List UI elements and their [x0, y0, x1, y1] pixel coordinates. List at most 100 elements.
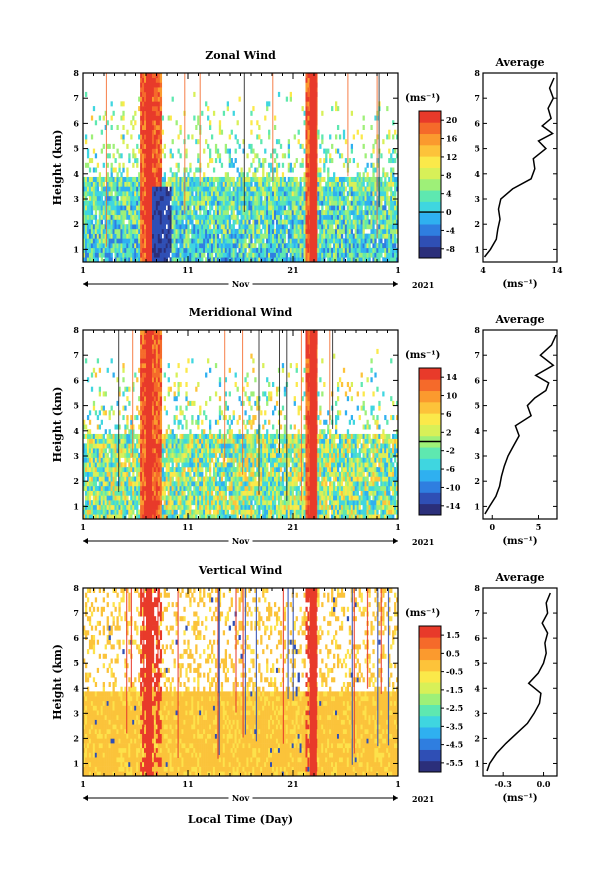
average-y-tick-label: 7: [474, 93, 480, 103]
y-tick-label: 2: [73, 476, 79, 486]
average-y-tick-label: 4: [474, 683, 480, 693]
average-profile: Average 1 2 3 4 5 6 7 8 0 5 (ms⁻¹): [474, 313, 558, 547]
year-label: 2021: [412, 280, 434, 290]
month-label: Nov: [232, 793, 250, 803]
average-line: [483, 77, 555, 258]
x-tick-label: 21: [287, 265, 298, 275]
y-tick-label: 8: [73, 325, 79, 335]
average-y-tick-label: 3: [474, 194, 480, 204]
average-y-tick-label: 7: [474, 350, 480, 360]
colorbar: 14 10 6 2 -2 -6 -10 -14: [418, 367, 461, 516]
colorbar-tick-label: 12: [446, 152, 457, 162]
colorbar-tick-label: 10: [446, 391, 458, 401]
colorbar-unit: (ms⁻¹): [405, 608, 440, 619]
average-y-tick-label: 6: [474, 375, 480, 385]
average-y-tick-label: 8: [474, 325, 480, 335]
colorbar-unit: (ms⁻¹): [405, 93, 440, 104]
average-profile: Average 1 2 3 4 5 6 7 8 -0.3 0.0(ms⁻¹): [474, 571, 558, 804]
average-y-tick-label: 2: [474, 476, 480, 486]
month-label: Nov: [232, 536, 250, 546]
average-y-tick-label: 1: [474, 501, 480, 511]
y-tick-label: 5: [73, 401, 79, 411]
y-tick-label: 3: [73, 194, 79, 204]
x-tick-label: 1: [80, 522, 86, 532]
colorbar-tick-label: 16: [446, 134, 458, 144]
colorbar-tick-label: -2: [446, 446, 455, 456]
x-tick-label: 1: [80, 779, 86, 789]
average-x-tick-label: 0: [489, 522, 495, 532]
colorbar-tick-label: -6: [446, 464, 455, 474]
colorbar-tick-label: -1.5: [446, 685, 463, 695]
x-tick-label: 21: [287, 522, 298, 532]
average-unit: (ms⁻¹): [502, 536, 537, 547]
y-tick-label: 3: [73, 708, 79, 718]
colorbar-tick-label: 4: [446, 189, 452, 199]
average-y-tick-label: 1: [474, 758, 480, 768]
heatmap: [83, 73, 399, 263]
month-label: Nov: [232, 279, 250, 289]
x-tick-label: 1: [80, 265, 86, 275]
y-axis-label: Height (km): [51, 130, 64, 206]
average-y-tick-label: 7: [474, 608, 480, 618]
colorbar-tick-label: 0: [446, 207, 452, 217]
colorbar-tick-label: -3.5: [446, 721, 463, 731]
colorbar-tick-label: -14: [446, 501, 461, 511]
average-y-tick-label: 8: [474, 583, 480, 593]
y-tick-label: 5: [73, 658, 79, 668]
average-y-tick-label: 4: [474, 426, 480, 436]
colorbar-tick-label: 2: [446, 427, 452, 437]
average-title: Average: [494, 313, 544, 326]
average-y-tick-label: 8: [474, 68, 480, 78]
average-x-tick-label: 0.0: [537, 779, 551, 789]
average-profile: Average 1 2 3 4 5 6 7 8 4 14 (ms⁻¹): [474, 56, 563, 290]
x-axis-label: Local Time (Day): [188, 813, 293, 826]
x-tick-label: 11: [182, 522, 193, 532]
year-label: 2021: [412, 794, 434, 804]
y-tick-label: 2: [73, 219, 79, 229]
colorbar-tick-label: -10: [446, 482, 461, 492]
y-tick-label: 3: [73, 451, 79, 461]
average-line: [486, 592, 551, 772]
y-tick-label: 4: [73, 169, 79, 179]
average-y-tick-label: 6: [474, 633, 480, 643]
y-tick-label: 4: [73, 426, 79, 436]
average-y-tick-label: 2: [474, 219, 480, 229]
average-y-tick-label: 3: [474, 451, 480, 461]
average-y-tick-label: 6: [474, 118, 480, 128]
average-y-tick-label: 3: [474, 708, 480, 718]
panel-title: Vertical Wind: [198, 564, 283, 577]
colorbar-tick-label: -4: [446, 225, 455, 235]
average-y-tick-label: 2: [474, 733, 480, 743]
y-tick-label: 7: [73, 608, 79, 618]
average-x-tick-label: 4: [480, 265, 486, 275]
average-y-tick-label: 5: [474, 658, 480, 668]
colorbar-tick-label: 0.5: [446, 648, 460, 658]
colorbar-tick-label: -4.5: [446, 740, 463, 750]
average-x-tick-label: -0.3: [495, 779, 513, 789]
year-label: 2021: [412, 537, 434, 547]
average-unit: (ms⁻¹): [502, 793, 537, 804]
x-tick-label: 1: [395, 779, 401, 789]
panel-title: Zonal Wind: [205, 49, 276, 62]
colorbar-tick-label: -2.5: [446, 703, 463, 713]
y-tick-label: 8: [73, 583, 79, 593]
average-line: [484, 334, 557, 515]
colorbar: 20 16 12 8 4 0 -4 -8: [418, 110, 458, 259]
y-tick-label: 6: [73, 118, 79, 128]
colorbar-tick-label: 6: [446, 409, 452, 419]
average-x-tick-label: 5: [536, 522, 542, 532]
average-x-tick-label: 14: [551, 265, 563, 275]
panel-title: Meridional Wind: [189, 306, 293, 319]
heatmap: [83, 588, 399, 777]
average-y-tick-label: 5: [474, 144, 480, 154]
average-title: Average: [494, 571, 544, 584]
average-y-tick-label: 1: [474, 244, 480, 254]
x-tick-label: 1: [395, 265, 401, 275]
colorbar-unit: (ms⁻¹): [405, 350, 440, 361]
y-axis-label: Height (km): [51, 644, 64, 720]
colorbar-tick-label: -0.5: [446, 667, 463, 677]
y-tick-label: 1: [73, 244, 79, 254]
x-tick-label: 11: [182, 779, 193, 789]
